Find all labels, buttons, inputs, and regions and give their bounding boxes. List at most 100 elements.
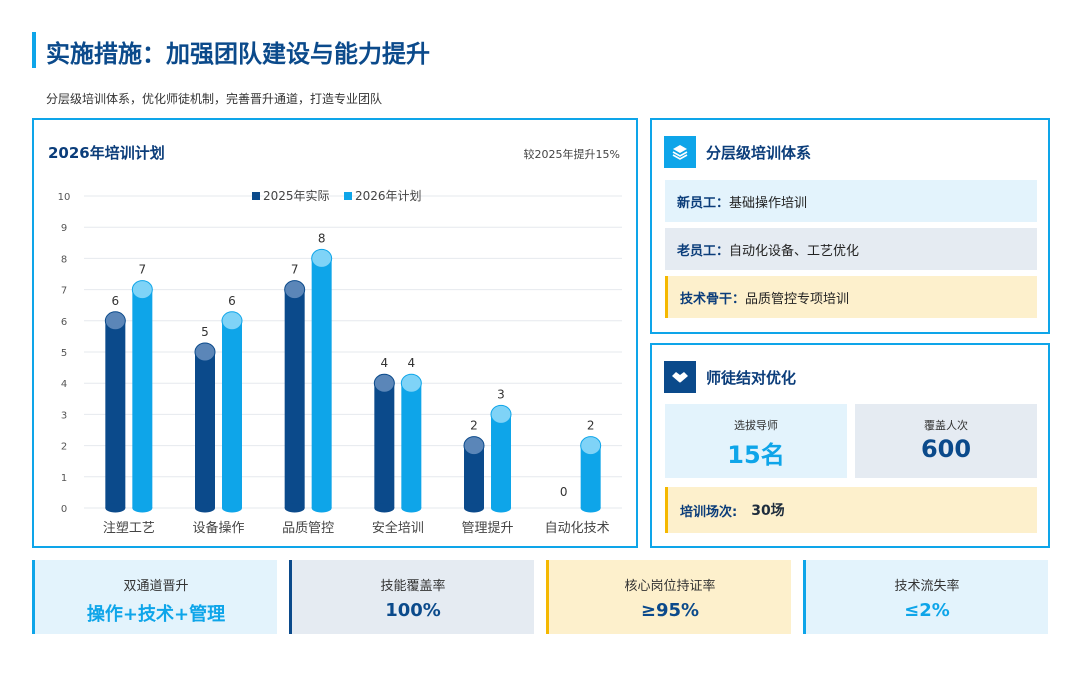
- bar-base: [401, 503, 422, 513]
- data-label: 4: [408, 356, 416, 370]
- training-system-card: 分层级培训体系 新员工： 基础操作培训 老员工： 自动化设备、工艺优化 技术骨干：品…: [650, 118, 1050, 334]
- training-system-header: 分层级培训体系: [664, 136, 811, 168]
- data-label: 0: [560, 485, 568, 499]
- kpi-value: 100%: [385, 600, 441, 621]
- kpi-label: 技术流失率: [894, 579, 960, 594]
- bar-base: [195, 503, 215, 513]
- bar-cap: [194, 342, 216, 362]
- bar: [401, 383, 422, 508]
- training-sessions-value: 30场: [751, 503, 785, 519]
- bar-base: [311, 503, 332, 513]
- bar: [222, 320, 242, 508]
- kpi-value: ≥95%: [640, 600, 700, 621]
- stat-label: 覆盖人次: [924, 419, 968, 432]
- chart-title: 2026年培训计划: [48, 144, 165, 162]
- kpi-value: 操作+技术+管理: [86, 604, 226, 625]
- data-label: 4: [381, 356, 389, 370]
- data-label: 2: [470, 419, 478, 433]
- kpi-skill-coverage: 技能覆盖率 100%: [289, 560, 534, 634]
- row-value: 自动化设备、工艺优化: [729, 243, 860, 259]
- x-tick-label: 设备操作: [192, 520, 244, 536]
- mentor-title: 师徒结对优化: [706, 368, 797, 387]
- data-label: 6: [112, 294, 120, 308]
- bar-cap: [131, 280, 153, 300]
- training-sessions-label: 培训场次:: [680, 504, 738, 520]
- row-value: 基础操作培训: [729, 195, 808, 211]
- bar: [491, 414, 511, 508]
- stat-value: 15名: [727, 441, 785, 469]
- stat-mentors: 选拔导师 15名: [665, 404, 847, 478]
- data-label: 7: [291, 263, 299, 277]
- bar-base: [491, 503, 511, 513]
- bar: [284, 289, 305, 508]
- y-tick-label: 2: [61, 442, 67, 453]
- kpi-value: ≤2%: [904, 600, 950, 621]
- page-title: 实施措施：加强团队建设与能力提升: [46, 40, 430, 68]
- bar-base: [105, 503, 126, 513]
- bar: [132, 289, 153, 508]
- stat-value: 600: [920, 435, 972, 463]
- mentor-card: 师徒结对优化 选拔导师 15名 覆盖人次 600 培训场次: 30场: [650, 343, 1050, 548]
- data-label: 2: [587, 419, 595, 433]
- bar-base: [464, 503, 484, 513]
- y-tick-label: 4: [61, 379, 67, 390]
- mentor-header: 师徒结对优化: [664, 361, 796, 393]
- stat-coverage: 覆盖人次 600: [855, 404, 1037, 478]
- kpi-label: 核心岗位持证率: [624, 579, 716, 594]
- bar-cap: [284, 280, 306, 300]
- y-tick-label: 3: [61, 410, 67, 421]
- x-tick-label: 注塑工艺: [103, 521, 155, 536]
- bar: [464, 445, 484, 508]
- title-accent-bar: [32, 32, 36, 68]
- bar-cap: [373, 373, 395, 393]
- data-label: 7: [139, 263, 147, 277]
- legend-label: 2025年实际: [263, 188, 330, 203]
- kpi-turnover-rate: 技术流失率 ≤2%: [803, 560, 1048, 634]
- kpi-label: 双通道晋升: [123, 579, 189, 594]
- data-label: 8: [318, 231, 326, 245]
- bar: [580, 445, 601, 508]
- x-tick-label: 安全培训: [372, 520, 424, 536]
- row-key: 老员工：: [677, 243, 730, 259]
- y-tick-label: 9: [61, 223, 67, 234]
- legend-label: 2026年计划: [355, 189, 422, 203]
- bar-base: [132, 503, 153, 513]
- training-plan-chart-card: 2026年培训计划 较2025年提升15% 0 1 2 3 4 5 6 7 8 9 10 2025年实…: [32, 118, 638, 548]
- system-row-senior-staff: 老员工： 自动化设备、工艺优化: [665, 228, 1037, 270]
- kpi-promotion-channel: 双通道晋升 操作+技术+管理: [32, 560, 277, 634]
- data-label: 3: [497, 387, 505, 401]
- data-label: 5: [201, 325, 209, 339]
- y-tick-label: 5: [61, 348, 67, 359]
- training-sessions-row: 培训场次: 30场: [665, 487, 1037, 533]
- bar-base: [374, 503, 395, 513]
- system-row-tech-backbone: 技术骨干： 品质管控专项培训: [665, 276, 1037, 318]
- bar-cap: [311, 248, 333, 268]
- y-tick-label: 8: [61, 254, 67, 265]
- bar: [311, 258, 332, 508]
- x-tick-label: 管理提升: [461, 520, 513, 536]
- legend-swatch: [252, 192, 260, 200]
- handshake-icon: [664, 361, 696, 393]
- layers-icon: [664, 136, 696, 168]
- data-label: 6: [228, 294, 236, 308]
- stat-label: 选拔导师: [734, 419, 778, 432]
- y-tick-label: 10: [58, 192, 71, 203]
- y-tick-label: 0: [61, 504, 67, 515]
- bar-cap: [580, 436, 602, 456]
- training-system-title: 分层级培训体系: [706, 143, 812, 162]
- y-tick-label: 7: [61, 286, 67, 297]
- legend-swatch: [344, 192, 352, 200]
- bar-chart: 0 1 2 3 4 5 6 7 8 9 10 2025年实际 2026年计划 6 7 注塑工艺 5 6 设备操作 7 8…: [58, 188, 622, 536]
- bar-cap: [104, 311, 126, 331]
- bar: [195, 352, 215, 508]
- bar-cap: [463, 436, 485, 456]
- row-key: 技术骨干：: [680, 291, 746, 307]
- bar-cap: [490, 404, 512, 424]
- chart-note: 较2025年提升15%: [523, 148, 620, 161]
- y-tick-label: 1: [61, 473, 67, 484]
- row-key: 新员工：: [677, 195, 730, 211]
- bar-cap: [400, 373, 422, 393]
- x-tick-label: 自动化技术: [545, 521, 610, 536]
- bar-base: [284, 503, 305, 513]
- kpi-certification-rate: 核心岗位持证率 ≥95%: [546, 560, 791, 634]
